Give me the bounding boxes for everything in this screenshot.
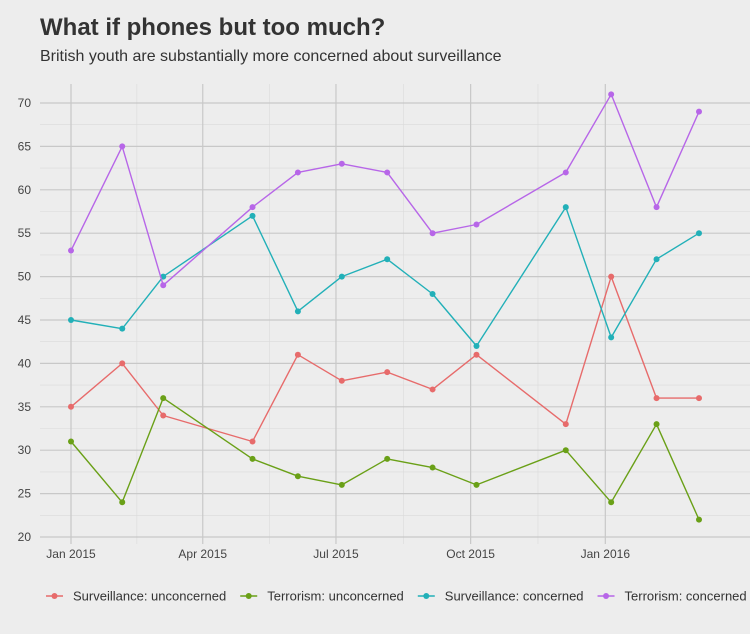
data-point	[384, 256, 391, 263]
data-point	[294, 473, 301, 480]
data-point	[294, 308, 301, 315]
data-point	[429, 290, 436, 297]
data-point	[384, 369, 391, 376]
plot-background	[40, 84, 750, 544]
y-tick-label: 35	[18, 400, 32, 414]
chart-title: What if phones but too much?	[40, 14, 386, 41]
legend-key-point	[245, 593, 252, 599]
data-point	[338, 273, 345, 280]
y-tick-label: 40	[18, 356, 32, 370]
data-point	[68, 317, 74, 323]
legend-label: Surveillance: concerned	[445, 589, 584, 604]
y-axis: 20 25 30 35 40 45 50 55 60 65 70	[18, 96, 32, 544]
data-point	[68, 247, 74, 254]
data-point	[696, 516, 702, 523]
y-tick-label: 25	[18, 487, 32, 501]
data-point	[696, 108, 702, 115]
y-tick-label: 45	[18, 313, 32, 327]
data-point	[473, 343, 480, 350]
data-point	[696, 230, 702, 237]
data-point	[562, 447, 569, 454]
legend-label: Terrorism: unconcerned	[267, 589, 404, 604]
data-point	[119, 325, 126, 332]
minor-gridlines	[40, 84, 750, 544]
data-point	[294, 351, 301, 358]
data-point	[429, 230, 436, 237]
legend-key-point	[51, 593, 58, 599]
data-point	[119, 360, 126, 367]
series-layer	[68, 91, 702, 523]
data-point	[473, 351, 480, 358]
data-point	[160, 395, 167, 402]
x-tick-label: Oct 2015	[446, 547, 495, 561]
data-point	[119, 499, 126, 506]
legend-item: Surveillance: concerned	[417, 589, 584, 604]
data-point	[608, 91, 615, 98]
series-2	[68, 204, 702, 350]
data-point	[608, 334, 615, 341]
data-point	[429, 386, 436, 393]
major-gridlines	[40, 84, 750, 544]
data-point	[249, 204, 256, 211]
series-3	[68, 91, 702, 289]
data-point	[68, 438, 74, 445]
data-point	[473, 221, 480, 228]
series-0	[68, 273, 702, 445]
legend-key-point	[603, 593, 610, 599]
x-axis: Jan 2015 Apr 2015 Jul 2015 Oct 2015 Jan 2016	[46, 547, 630, 561]
series-1	[68, 395, 702, 523]
data-point	[249, 455, 256, 462]
data-point	[338, 481, 345, 488]
legend-item: Terrorism: concerned	[597, 589, 747, 604]
legend-item: Surveillance: unconcerned	[46, 589, 226, 604]
y-tick-label: 50	[18, 270, 32, 284]
y-tick-label: 60	[18, 183, 32, 197]
data-point	[653, 256, 660, 263]
data-point	[608, 273, 615, 280]
legend-item: Terrorism: unconcerned	[240, 589, 404, 604]
data-point	[160, 412, 167, 419]
data-point	[653, 204, 660, 211]
y-tick-label: 30	[18, 443, 32, 457]
legend-key-point	[423, 593, 430, 599]
data-point	[473, 481, 480, 488]
legend-label: Terrorism: concerned	[625, 589, 747, 604]
data-point	[562, 421, 569, 428]
x-tick-label: Apr 2015	[178, 547, 227, 561]
y-tick-label: 65	[18, 139, 32, 153]
data-point	[338, 160, 345, 167]
legend: Surveillance: unconcerned Terrorism: unco…	[46, 589, 747, 604]
x-tick-label: Jul 2015	[313, 547, 359, 561]
data-point	[160, 282, 167, 289]
data-point	[119, 143, 126, 150]
data-point	[562, 169, 569, 176]
data-point	[68, 403, 74, 410]
x-tick-label: Jan 2016	[581, 547, 631, 561]
y-tick-label: 70	[18, 96, 32, 110]
data-point	[249, 212, 256, 219]
data-point	[384, 455, 391, 462]
data-point	[653, 421, 660, 428]
data-point	[294, 169, 301, 176]
data-point	[429, 464, 436, 471]
data-point	[384, 169, 391, 176]
data-point	[653, 395, 660, 402]
data-point	[562, 204, 569, 211]
data-point	[249, 438, 256, 445]
chart-subtitle: British youth are substantially more con…	[40, 48, 502, 65]
data-point	[338, 377, 345, 384]
data-point	[696, 395, 702, 402]
x-tick-label: Jan 2015	[46, 547, 96, 561]
data-point	[608, 499, 615, 506]
y-tick-label: 55	[18, 226, 32, 240]
y-tick-label: 20	[18, 530, 32, 544]
legend-label: Surveillance: unconcerned	[73, 589, 226, 604]
